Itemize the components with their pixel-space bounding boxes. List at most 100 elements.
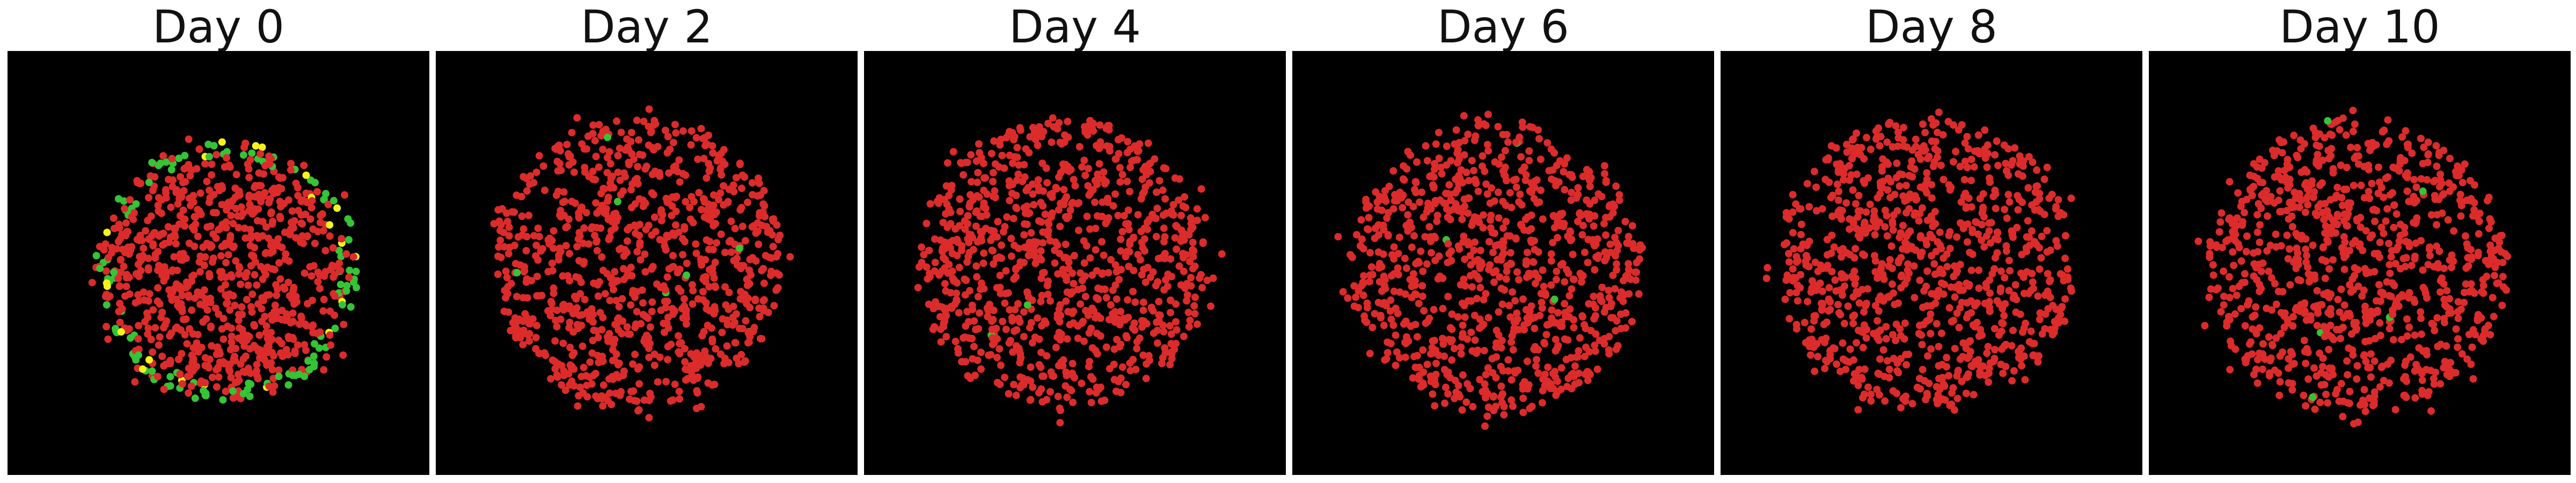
cell-dot <box>1169 201 1177 209</box>
cell-dot <box>1874 274 1882 282</box>
cell-dot <box>2250 272 2258 280</box>
cell-dot <box>1390 270 1398 278</box>
cell-dot <box>1399 175 1407 183</box>
cell-dot <box>1037 247 1045 255</box>
cell-dot <box>1500 402 1508 411</box>
cell-dot <box>923 263 931 271</box>
cell-dot <box>1547 257 1555 265</box>
cell-dot <box>1976 195 1984 203</box>
cell-dot <box>727 217 735 225</box>
cell-dot <box>1980 243 1988 251</box>
cell-dot <box>1135 147 1143 155</box>
cell-dot <box>281 285 289 293</box>
cell-dot <box>639 299 647 307</box>
cell-dot <box>1893 173 1900 181</box>
cell-dot <box>1074 226 1082 235</box>
cell-dot <box>245 379 253 387</box>
cell-dot <box>154 201 162 209</box>
cell-dot <box>772 286 780 294</box>
cell-dot <box>264 348 272 356</box>
cell-dot <box>175 220 183 228</box>
cell-dot <box>1843 249 1851 257</box>
cell-dot <box>121 204 128 213</box>
cell-dot <box>1489 248 1497 257</box>
cell-dot <box>605 148 613 156</box>
cell-dot <box>1365 214 1373 222</box>
cell-dot <box>1077 269 1084 277</box>
cell-dot <box>1015 347 1023 355</box>
cell-dot <box>1968 362 1976 370</box>
cell-dot <box>1901 319 1909 327</box>
cell-dot <box>166 332 174 340</box>
cell-dot <box>2423 294 2431 302</box>
cell-dot <box>297 211 305 219</box>
cell-dot <box>1609 272 1617 280</box>
cell-dot <box>1950 273 1958 281</box>
cell-dot <box>500 308 508 316</box>
cell-dot <box>761 213 769 221</box>
cell-dot <box>311 340 318 348</box>
cell-dot <box>1511 297 1519 305</box>
cell-dot <box>1514 367 1522 375</box>
cell-dot <box>539 162 547 170</box>
cell-dot <box>1148 210 1157 218</box>
cell-dot <box>333 204 341 212</box>
cell-dot <box>259 232 267 240</box>
cell-dot <box>1375 193 1384 200</box>
cell-dot <box>601 185 609 193</box>
cell-dot <box>1600 219 1608 228</box>
cell-dot <box>741 237 749 245</box>
cell-dot <box>559 339 567 347</box>
cell-dot <box>2029 278 2037 286</box>
cell-dot <box>186 325 193 333</box>
cell-dot <box>1478 322 1486 330</box>
cell-dot <box>1123 149 1131 157</box>
cell-dot <box>1580 353 1589 361</box>
cell-dot <box>2317 381 2325 389</box>
cell-dot <box>1021 173 1029 181</box>
cell-dot <box>1110 345 1118 353</box>
cell-dot <box>578 140 586 148</box>
cell-dot <box>342 250 350 258</box>
cell-dot <box>731 339 740 347</box>
cell-dot <box>633 308 641 316</box>
cell-dot <box>1062 368 1070 376</box>
cell-dot <box>251 193 259 201</box>
cell-dot <box>759 297 767 305</box>
cell-dot <box>285 334 293 342</box>
cell-dot <box>1030 201 1038 209</box>
cell-dot <box>187 166 195 174</box>
cell-dot <box>1959 286 1967 294</box>
cell-dot <box>1389 321 1397 329</box>
cell-dot <box>664 313 672 321</box>
cell-dot <box>931 235 939 243</box>
cell-dot <box>1584 376 1592 384</box>
cell-dot <box>1598 193 1606 201</box>
cell-dot <box>2444 216 2452 224</box>
cell-dot <box>163 317 171 325</box>
cell-dot <box>1607 303 1615 311</box>
cell-dot <box>217 273 225 281</box>
cell-dot <box>1934 147 1942 155</box>
cell-dot <box>1874 317 1882 325</box>
cell-dot <box>1884 160 1892 168</box>
cell-dot <box>1413 352 1421 360</box>
cell-dot <box>1089 307 1097 315</box>
cell-dot <box>939 245 947 253</box>
cell-dot <box>650 121 658 129</box>
cell-dot <box>1885 365 1893 374</box>
cell-dot <box>199 318 207 326</box>
cell-dot <box>1623 239 1631 247</box>
cell-dot <box>1974 230 1982 238</box>
cell-dot <box>2245 340 2253 348</box>
cell-dot <box>266 160 274 168</box>
cell-dot <box>1860 308 1868 316</box>
cell-dot <box>2340 266 2348 273</box>
cell-dot <box>1591 347 1599 355</box>
cell-dot <box>679 127 687 135</box>
cell-dot <box>277 339 286 347</box>
cell-dot <box>1379 250 1387 258</box>
cell-dot <box>283 313 291 321</box>
cell-dot <box>1120 211 1128 219</box>
cell-dot <box>141 318 149 326</box>
